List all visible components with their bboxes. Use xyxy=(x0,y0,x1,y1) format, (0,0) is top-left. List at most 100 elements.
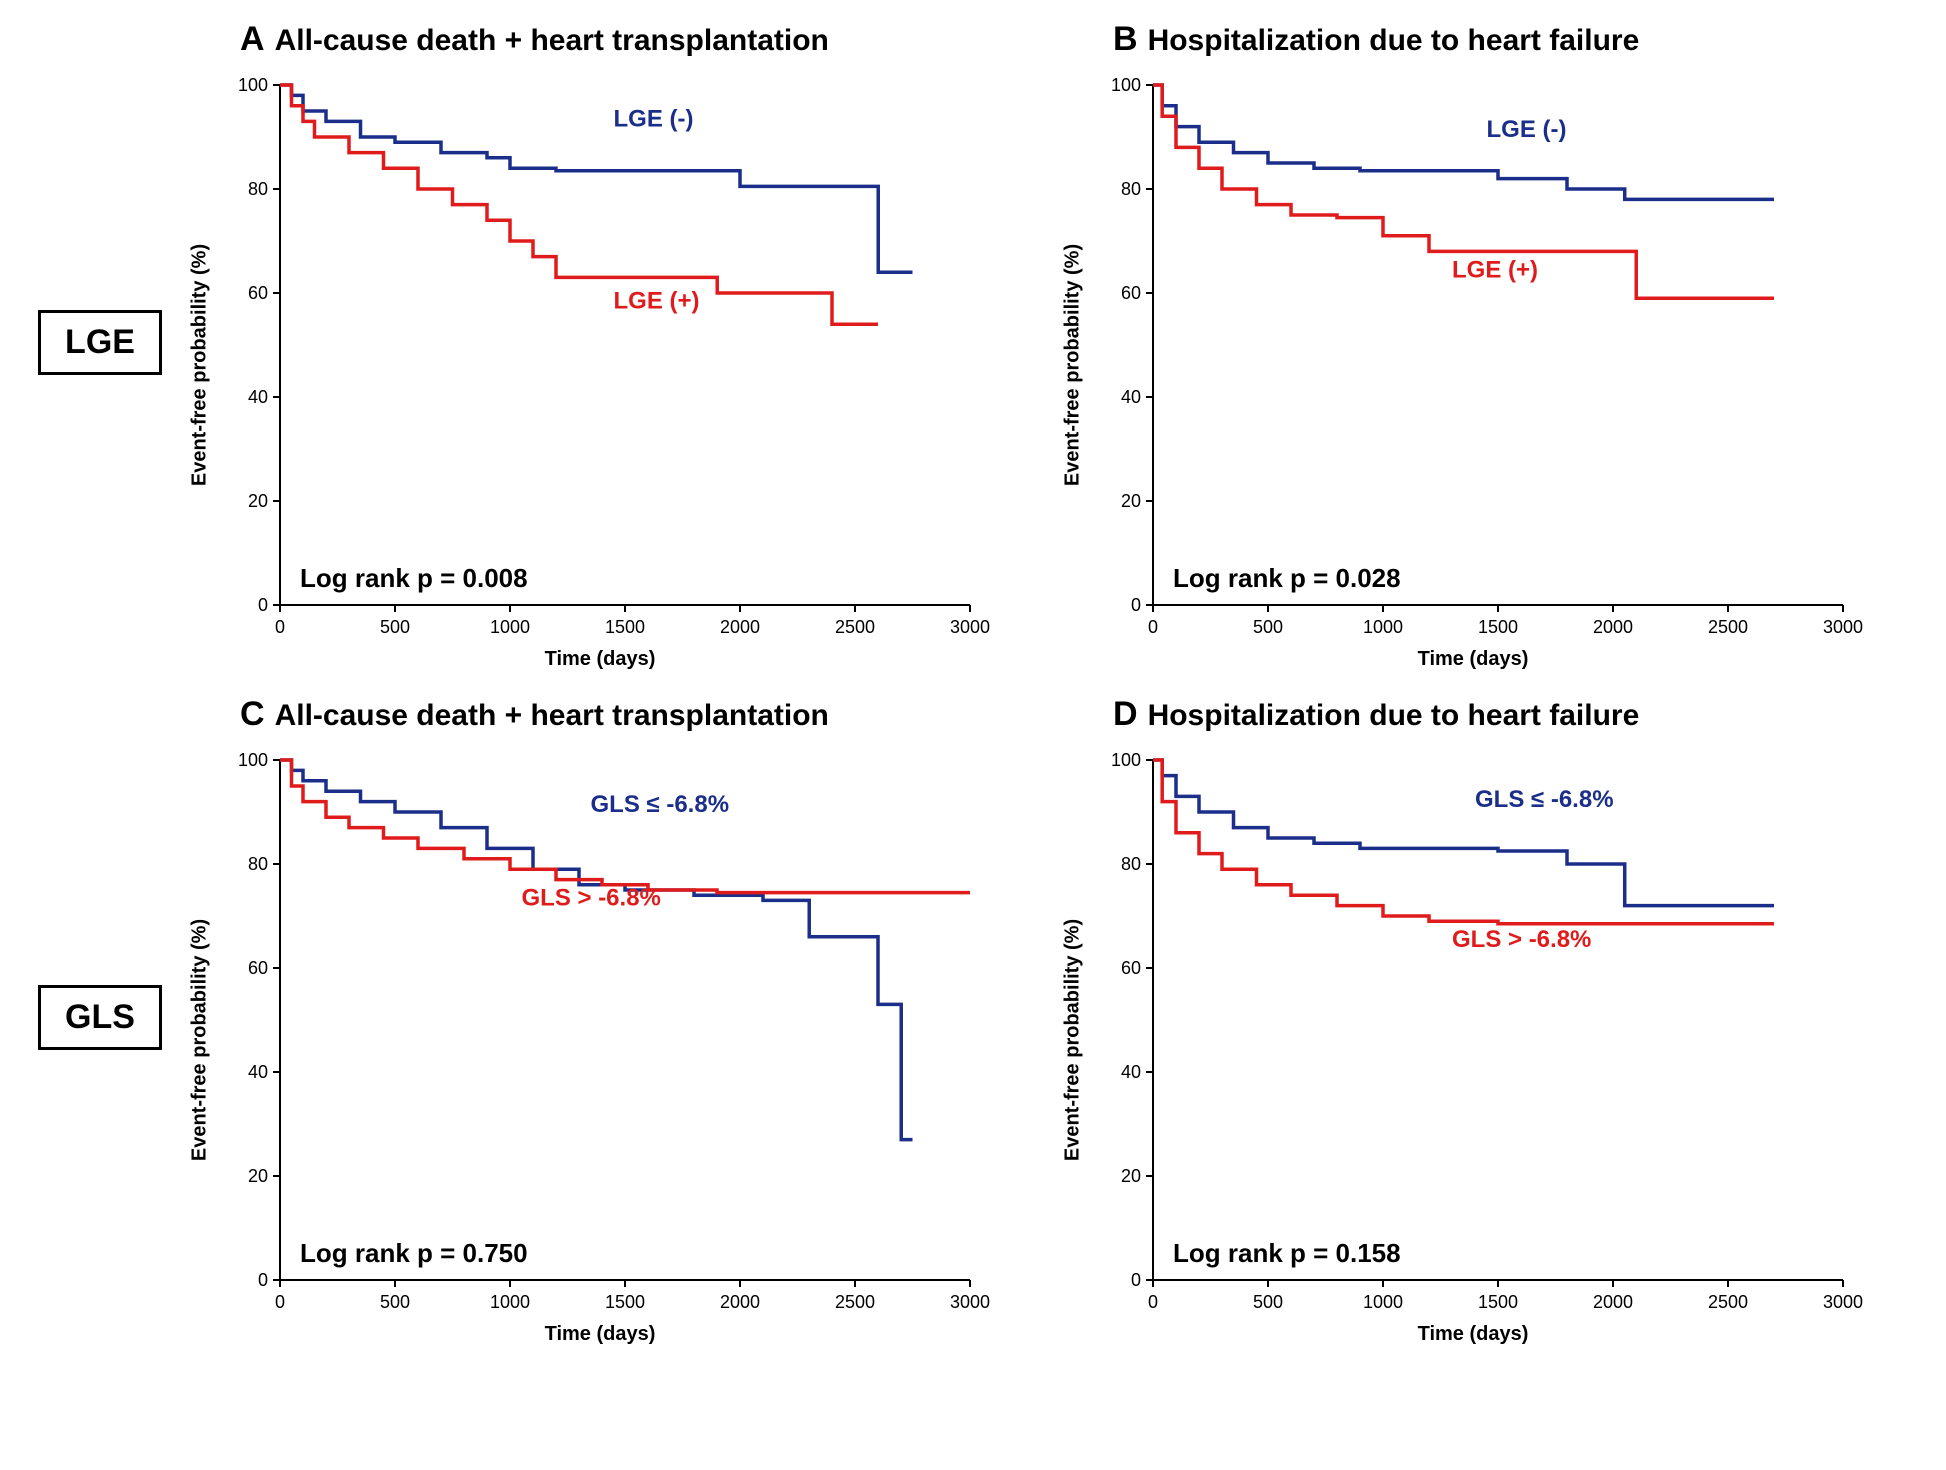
svg-text:100: 100 xyxy=(1111,75,1141,95)
svg-text:GLS ≤ -6.8%: GLS ≤ -6.8% xyxy=(591,791,730,818)
svg-text:60: 60 xyxy=(248,958,268,978)
panel-b-title-row: B Hospitalization due to heart failure xyxy=(1113,20,1926,59)
svg-text:100: 100 xyxy=(238,75,268,95)
svg-text:20: 20 xyxy=(248,491,268,511)
panel-a-title-row: A All-cause death + heart transplantatio… xyxy=(240,20,1053,59)
svg-text:2500: 2500 xyxy=(835,1292,875,1312)
svg-text:0: 0 xyxy=(258,1270,268,1290)
svg-text:2500: 2500 xyxy=(1708,1292,1748,1312)
svg-text:1500: 1500 xyxy=(1478,617,1518,637)
panel-d-letter: D xyxy=(1113,695,1138,734)
svg-text:0: 0 xyxy=(275,617,285,637)
svg-text:LGE (+): LGE (+) xyxy=(614,288,700,315)
svg-text:3000: 3000 xyxy=(1823,1292,1863,1312)
svg-text:20: 20 xyxy=(248,1166,268,1186)
svg-text:Log rank p = 0.750: Log rank p = 0.750 xyxy=(300,1238,528,1268)
svg-text:20: 20 xyxy=(1121,491,1141,511)
svg-text:Log rank p = 0.158: Log rank p = 0.158 xyxy=(1173,1238,1401,1268)
svg-text:2000: 2000 xyxy=(1593,617,1633,637)
svg-text:500: 500 xyxy=(380,1292,410,1312)
svg-text:1000: 1000 xyxy=(1363,1292,1403,1312)
panel-b: B Hospitalization due to heart failure E… xyxy=(1083,20,1926,665)
panel-a-letter: A xyxy=(240,20,265,59)
svg-text:1500: 1500 xyxy=(1478,1292,1518,1312)
panel-c-ylabel: Event-free probability (%) xyxy=(189,919,212,1161)
panel-c-chart-wrap: Event-free probability (%) 0500100015002… xyxy=(210,740,990,1340)
panel-b-ylabel: Event-free probability (%) xyxy=(1062,244,1085,486)
svg-text:2000: 2000 xyxy=(720,617,760,637)
svg-text:60: 60 xyxy=(1121,283,1141,303)
panel-a-title: All-cause death + heart transplantation xyxy=(275,24,829,58)
svg-text:80: 80 xyxy=(248,179,268,199)
svg-text:80: 80 xyxy=(1121,854,1141,874)
panel-d: D Hospitalization due to heart failure E… xyxy=(1083,695,1926,1340)
svg-text:500: 500 xyxy=(1253,1292,1283,1312)
svg-text:2500: 2500 xyxy=(835,617,875,637)
svg-text:0: 0 xyxy=(258,595,268,615)
panel-a-xlabel: Time (days) xyxy=(545,648,656,671)
svg-text:GLS ≤ -6.8%: GLS ≤ -6.8% xyxy=(1475,786,1614,813)
svg-text:40: 40 xyxy=(248,1062,268,1082)
panel-a-chart-wrap: Event-free probability (%) 0500100015002… xyxy=(210,65,990,665)
panel-b-letter: B xyxy=(1113,20,1138,59)
row-label-gls-cell: GLS xyxy=(20,695,180,1340)
svg-text:3000: 3000 xyxy=(1823,617,1863,637)
svg-text:LGE (-): LGE (-) xyxy=(614,106,694,133)
row-label-lge: LGE xyxy=(38,310,162,375)
panel-b-xlabel: Time (days) xyxy=(1418,648,1529,671)
svg-text:2500: 2500 xyxy=(1708,617,1748,637)
svg-text:500: 500 xyxy=(1253,617,1283,637)
svg-text:1000: 1000 xyxy=(490,617,530,637)
svg-text:60: 60 xyxy=(1121,958,1141,978)
panel-d-title-row: D Hospitalization due to heart failure xyxy=(1113,695,1926,734)
svg-text:0: 0 xyxy=(1131,595,1141,615)
svg-text:0: 0 xyxy=(1148,617,1158,637)
panel-d-xlabel: Time (days) xyxy=(1418,1323,1529,1346)
svg-text:1000: 1000 xyxy=(490,1292,530,1312)
svg-text:1500: 1500 xyxy=(605,617,645,637)
row-label-gls: GLS xyxy=(38,985,162,1050)
svg-text:0: 0 xyxy=(1131,1270,1141,1290)
panel-c: C All-cause death + heart transplantatio… xyxy=(210,695,1053,1340)
panel-b-title: Hospitalization due to heart failure xyxy=(1148,24,1640,58)
row-label-lge-cell: LGE xyxy=(20,20,180,665)
panel-a-svg: 0 500 1000 1500 2000 2500 3000 0 20 40 60 80 100 LGE … xyxy=(210,65,990,665)
svg-text:1000: 1000 xyxy=(1363,617,1403,637)
panel-a: A All-cause death + heart transplantatio… xyxy=(210,20,1053,665)
svg-text:3000: 3000 xyxy=(950,1292,990,1312)
panel-d-ylabel: Event-free probability (%) xyxy=(1062,919,1085,1161)
panel-d-title: Hospitalization due to heart failure xyxy=(1148,699,1640,733)
figure-grid: LGE A All-cause death + heart transplant… xyxy=(20,20,1926,1340)
panel-d-svg: 0 500 1000 1500 2000 2500 3000 0 20 40 60 80 100 GLS … xyxy=(1083,740,1863,1340)
svg-text:0: 0 xyxy=(1148,1292,1158,1312)
svg-text:40: 40 xyxy=(1121,1062,1141,1082)
panel-c-xlabel: Time (days) xyxy=(545,1323,656,1346)
panel-c-title-row: C All-cause death + heart transplantatio… xyxy=(240,695,1053,734)
panel-b-chart-wrap: Event-free probability (%) 0500100015002… xyxy=(1083,65,1863,665)
svg-text:3000: 3000 xyxy=(950,617,990,637)
svg-text:40: 40 xyxy=(1121,387,1141,407)
panel-b-svg: 0 500 1000 1500 2000 2500 3000 0 20 40 60 80 100 LGE … xyxy=(1083,65,1863,665)
svg-text:LGE (+): LGE (+) xyxy=(1452,256,1538,283)
panel-c-letter: C xyxy=(240,695,265,734)
svg-text:GLS > -6.8%: GLS > -6.8% xyxy=(1452,926,1591,953)
svg-text:0: 0 xyxy=(275,1292,285,1312)
svg-text:1500: 1500 xyxy=(605,1292,645,1312)
panel-c-svg: 050010001500200025003000020406080100GLS … xyxy=(210,740,990,1340)
svg-text:80: 80 xyxy=(1121,179,1141,199)
svg-text:40: 40 xyxy=(248,387,268,407)
svg-text:500: 500 xyxy=(380,617,410,637)
svg-text:80: 80 xyxy=(248,854,268,874)
panel-d-chart-wrap: Event-free probability (%) 0500100015002… xyxy=(1083,740,1863,1340)
svg-text:2000: 2000 xyxy=(720,1292,760,1312)
svg-text:60: 60 xyxy=(248,283,268,303)
svg-text:Log rank p = 0.008: Log rank p = 0.008 xyxy=(300,563,528,593)
panel-c-title: All-cause death + heart transplantation xyxy=(275,699,829,733)
panel-a-ylabel: Event-free probability (%) xyxy=(189,244,212,486)
svg-text:100: 100 xyxy=(1111,750,1141,770)
svg-text:2000: 2000 xyxy=(1593,1292,1633,1312)
svg-text:20: 20 xyxy=(1121,1166,1141,1186)
svg-text:Log rank p = 0.028: Log rank p = 0.028 xyxy=(1173,563,1401,593)
svg-text:LGE (-): LGE (-) xyxy=(1487,116,1567,143)
svg-text:GLS > -6.8%: GLS > -6.8% xyxy=(522,885,661,912)
